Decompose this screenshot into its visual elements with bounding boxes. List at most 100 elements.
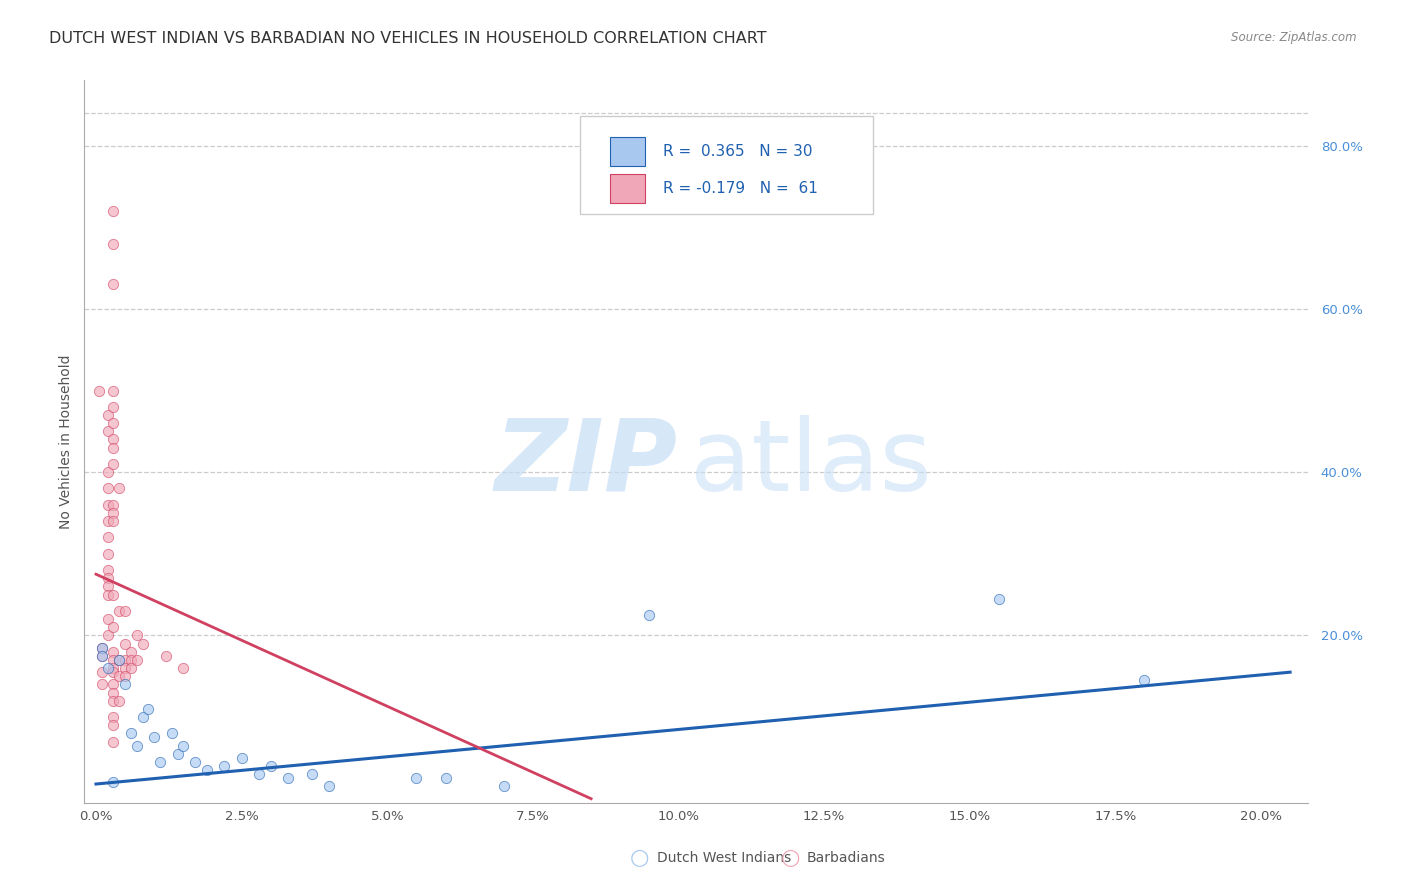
FancyBboxPatch shape (610, 174, 644, 203)
Point (97, 612, 120, 626)
Point (277, 772, 299, 786)
Text: R =  0.365   N = 30: R = 0.365 N = 30 (664, 144, 813, 159)
Y-axis label: No Vehicles in Household: No Vehicles in Household (59, 354, 73, 529)
Point (103, 661, 125, 675)
Point (103, 277, 125, 292)
Point (260, 759, 283, 773)
Point (108, 653, 131, 667)
Point (103, 506, 125, 520)
Point (103, 236, 125, 251)
Point (114, 604, 136, 618)
Text: DUTCH WEST INDIAN VS BARBADIAN NO VEHICLES IN HOUSEHOLD CORRELATION CHART: DUTCH WEST INDIAN VS BARBADIAN NO VEHICL… (49, 31, 766, 46)
Point (405, 772, 427, 786)
Point (149, 755, 172, 769)
Point (97, 628, 120, 642)
Point (103, 514, 125, 528)
Point (103, 734, 125, 748)
Point (103, 685, 125, 699)
Point (434, 772, 457, 786)
Point (103, 498, 125, 512)
Point (103, 457, 125, 471)
Point (97, 579, 120, 593)
Text: atlas: atlas (690, 415, 932, 512)
Point (90, 648, 112, 663)
Point (318, 780, 340, 794)
Point (114, 637, 136, 651)
Point (90, 648, 112, 663)
Text: R = -0.179   N =  61: R = -0.179 N = 61 (664, 181, 818, 196)
Point (120, 645, 142, 659)
Point (143, 731, 166, 745)
Point (103, 665, 125, 680)
Point (103, 645, 125, 659)
Point (97, 498, 120, 512)
Point (108, 653, 131, 667)
Point (120, 726, 142, 740)
Point (108, 604, 131, 618)
Point (114, 661, 136, 675)
Point (166, 747, 188, 761)
Point (97, 563, 120, 577)
Point (103, 677, 125, 691)
Point (90, 665, 112, 680)
Point (103, 384, 125, 398)
Point (114, 677, 136, 691)
Point (131, 637, 153, 651)
Point (97, 514, 120, 528)
FancyBboxPatch shape (579, 117, 873, 214)
Point (103, 588, 125, 602)
Point (103, 441, 125, 455)
Point (90, 640, 112, 655)
Point (108, 694, 131, 708)
Point (97, 482, 120, 496)
Point (90, 677, 112, 691)
Point (103, 710, 125, 724)
Point (212, 759, 235, 773)
Point (103, 433, 125, 447)
Point (97, 571, 120, 585)
Point (125, 628, 148, 642)
Point (103, 653, 125, 667)
Point (231, 751, 253, 765)
Point (247, 767, 270, 781)
Text: Source: ZipAtlas.com: Source: ZipAtlas.com (1232, 31, 1357, 45)
Point (87, 384, 110, 398)
Point (97, 531, 120, 545)
Point (301, 767, 323, 781)
Point (90, 640, 112, 655)
Point (114, 669, 136, 683)
Point (103, 775, 125, 789)
Point (138, 702, 160, 716)
Text: ○: ○ (630, 848, 650, 868)
Point (160, 726, 183, 740)
Point (1133, 673, 1156, 688)
Point (103, 203, 125, 218)
Point (195, 763, 218, 777)
Text: Barbadians: Barbadians (807, 851, 886, 865)
Point (97, 425, 120, 439)
Point (97, 588, 120, 602)
Point (131, 710, 153, 724)
Point (987, 591, 1010, 606)
Text: ZIP: ZIP (495, 415, 678, 512)
Point (155, 648, 177, 663)
Point (114, 653, 136, 667)
Point (103, 400, 125, 414)
Point (97, 465, 120, 479)
Point (97, 408, 120, 422)
Point (97, 661, 120, 675)
Point (638, 607, 661, 622)
Point (172, 661, 194, 675)
Text: Dutch West Indians: Dutch West Indians (657, 851, 790, 865)
Point (184, 755, 207, 769)
Point (120, 653, 142, 667)
Point (108, 669, 131, 683)
Point (125, 653, 148, 667)
Point (97, 547, 120, 561)
Point (103, 718, 125, 732)
Point (108, 482, 131, 496)
Point (103, 694, 125, 708)
Point (125, 739, 148, 753)
FancyBboxPatch shape (610, 136, 644, 166)
Point (103, 620, 125, 634)
